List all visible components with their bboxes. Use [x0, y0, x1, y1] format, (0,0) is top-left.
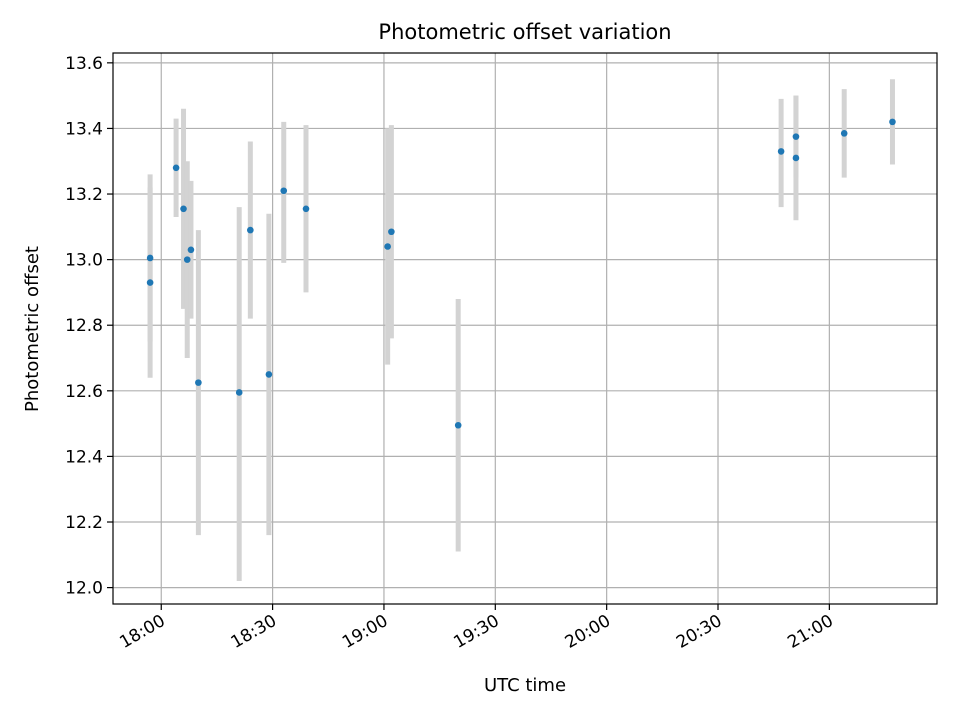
data-point [889, 118, 896, 126]
data-point [146, 279, 154, 286]
x-tick-label: 18:30 [228, 611, 280, 653]
x-tick-label: 20:00 [562, 611, 614, 653]
x-tick-label: 18:00 [116, 611, 168, 653]
y-tick-label: 13.6 [65, 54, 103, 74]
y-tick-label: 12.8 [65, 316, 103, 336]
chart-title: Photometric offset variation [378, 20, 671, 44]
y-tick-label: 12.4 [65, 447, 103, 467]
data-point [388, 228, 395, 236]
data-point [180, 205, 187, 213]
y-tick-label: 12.6 [65, 382, 103, 402]
data-point [792, 154, 800, 162]
data-point [187, 246, 195, 254]
data-points [146, 118, 896, 429]
x-axis-label: UTC time [484, 675, 566, 696]
data-point [195, 379, 202, 386]
data-point [792, 133, 800, 140]
y-tick-label: 12.0 [65, 579, 103, 599]
data-point [384, 243, 391, 250]
y-tick-label: 13.0 [65, 251, 103, 271]
data-point [172, 164, 180, 172]
data-point [146, 254, 154, 262]
x-tick-label: 20:30 [673, 611, 725, 653]
data-point [280, 187, 288, 195]
x-axis: 18:00 18:30 19:00 19:30 20:00 20:30 21:00 [116, 604, 837, 653]
x-tick-label: 19:00 [339, 611, 391, 653]
data-point [302, 205, 310, 213]
y-axis-label: Photometric offset [22, 246, 43, 412]
plot-area-frame [112, 52, 938, 605]
grid [113, 53, 937, 604]
data-point [454, 421, 462, 429]
x-tick-label: 21:00 [784, 611, 836, 653]
data-point [183, 256, 191, 263]
x-tick-label: 19:30 [450, 611, 502, 653]
data-point [235, 389, 243, 396]
data-point [777, 148, 785, 155]
y-tick-label: 12.2 [65, 513, 103, 533]
y-tick-label: 13.2 [65, 185, 103, 205]
data-point [840, 130, 848, 137]
y-axis: 12.0 12.2 12.4 12.6 12.8 13.0 13.2 13.4 13.6 [65, 54, 113, 599]
data-point [265, 371, 273, 378]
y-tick-label: 13.4 [65, 119, 103, 139]
data-point [247, 226, 254, 234]
